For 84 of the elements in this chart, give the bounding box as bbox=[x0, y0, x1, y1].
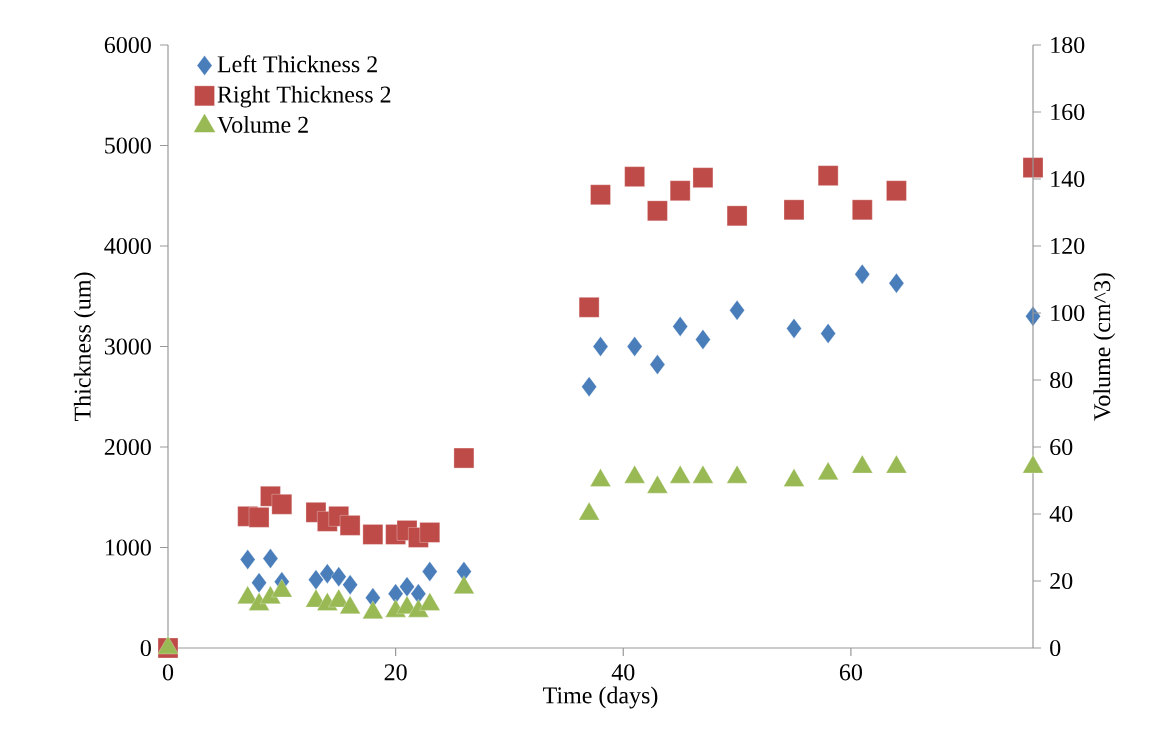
point bbox=[624, 465, 646, 484]
point bbox=[729, 300, 745, 321]
y2-tick-label: 140 bbox=[1051, 170, 1085, 188]
point bbox=[649, 354, 666, 375]
point bbox=[399, 576, 415, 597]
point bbox=[581, 376, 597, 397]
y-tick-label: 3000 bbox=[104, 338, 151, 355]
point bbox=[854, 263, 870, 285]
point bbox=[692, 465, 714, 484]
y2-tick-label: 80 bbox=[1050, 371, 1073, 389]
point bbox=[419, 522, 440, 543]
point bbox=[783, 199, 805, 220]
y-tick-label: 2000 bbox=[104, 438, 151, 456]
point bbox=[817, 165, 839, 186]
y2-tick-label: 40 bbox=[1049, 505, 1073, 523]
point bbox=[885, 454, 907, 474]
point bbox=[410, 583, 427, 604]
y2-tick-label: 100 bbox=[1051, 304, 1085, 322]
point bbox=[820, 323, 836, 344]
point bbox=[319, 563, 335, 584]
y-tick-label: 1000 bbox=[105, 539, 151, 556]
y-tick-label: 4000 bbox=[104, 237, 151, 255]
point bbox=[422, 561, 438, 582]
point bbox=[669, 465, 691, 484]
point bbox=[271, 578, 293, 598]
point bbox=[592, 336, 609, 357]
y2-tick-label: 120 bbox=[1051, 237, 1085, 255]
point bbox=[624, 166, 645, 187]
point bbox=[817, 461, 839, 480]
y2-axis-title: Volume (cm^3) bbox=[1093, 273, 1116, 421]
point bbox=[362, 524, 384, 545]
legend-label: Volume 2 bbox=[217, 115, 308, 133]
point bbox=[695, 329, 711, 350]
point bbox=[670, 180, 691, 201]
y2-tick-label: 0 bbox=[1050, 639, 1061, 657]
point bbox=[362, 600, 384, 619]
point bbox=[786, 318, 802, 339]
point bbox=[419, 592, 441, 611]
point bbox=[308, 569, 324, 590]
point bbox=[589, 468, 612, 487]
point bbox=[647, 200, 668, 221]
point bbox=[453, 575, 475, 594]
point bbox=[1022, 454, 1044, 474]
point bbox=[453, 447, 475, 469]
y2-tick-label: 160 bbox=[1051, 103, 1085, 121]
point bbox=[1022, 157, 1044, 178]
x-axis-title: Time (days) bbox=[543, 686, 658, 709]
y-tick-label: 5000 bbox=[105, 137, 151, 154]
y-axis-title: Thickness (um) bbox=[73, 272, 96, 422]
point bbox=[240, 549, 256, 570]
point bbox=[851, 454, 873, 474]
point bbox=[783, 468, 805, 487]
point bbox=[888, 273, 905, 294]
point bbox=[692, 167, 714, 188]
point bbox=[578, 501, 600, 521]
x-tick-label: 40 bbox=[611, 664, 635, 681]
point bbox=[248, 507, 270, 528]
point bbox=[726, 205, 748, 226]
point bbox=[590, 184, 611, 205]
point bbox=[726, 465, 748, 484]
point bbox=[339, 515, 361, 536]
x-tick-label: 0 bbox=[162, 664, 174, 681]
y-tick-label: 6000 bbox=[104, 36, 151, 54]
x-tick-label: 20 bbox=[384, 664, 407, 681]
y2-tick-label: 180 bbox=[1051, 36, 1085, 54]
y2-tick-label: 60 bbox=[1050, 438, 1073, 456]
point bbox=[672, 316, 688, 337]
point bbox=[886, 180, 907, 201]
point bbox=[387, 583, 404, 604]
point bbox=[578, 297, 600, 318]
point bbox=[339, 595, 361, 614]
point bbox=[646, 475, 668, 494]
point bbox=[251, 572, 267, 593]
point bbox=[271, 494, 292, 515]
y2-tick-label: 20 bbox=[1050, 572, 1073, 590]
point bbox=[331, 566, 347, 587]
point bbox=[627, 336, 643, 357]
point bbox=[262, 548, 279, 569]
x-tick-label: 60 bbox=[839, 664, 862, 681]
point bbox=[342, 574, 358, 595]
y-tick-label: 0 bbox=[140, 639, 151, 657]
legend-label: Right Thickness 2 bbox=[217, 85, 391, 108]
legend-label: Left Thickness 2 bbox=[217, 55, 377, 73]
point bbox=[852, 199, 873, 220]
